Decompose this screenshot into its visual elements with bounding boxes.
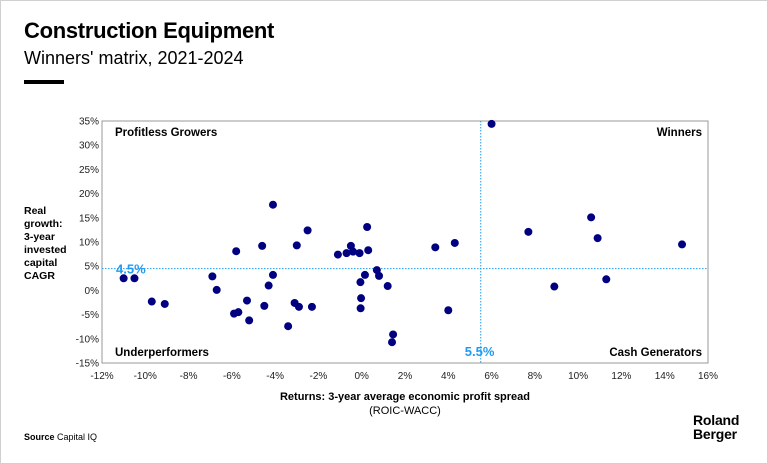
data-point [130, 274, 139, 283]
y-axis-title-line: 3-year [24, 231, 55, 243]
data-point [234, 308, 243, 317]
y-tick-label: 20% [79, 189, 99, 200]
y-tick-label: 5% [85, 262, 100, 273]
data-point [292, 241, 301, 250]
data-point [431, 243, 440, 252]
data-point [303, 226, 312, 235]
data-point [593, 234, 602, 243]
x-tick-label: -4% [266, 371, 284, 382]
x-tick-label: -6% [223, 371, 241, 382]
data-point [357, 294, 366, 303]
data-point [388, 338, 397, 347]
logo-line: Berger [693, 426, 737, 442]
quadrant-label-top-right: Winners [657, 127, 702, 139]
data-point [232, 247, 241, 256]
plot-frame [101, 120, 709, 364]
y-axis-title-line: Real [24, 205, 47, 217]
y-tick-label: 25% [79, 165, 99, 176]
x-tick-label: -8% [180, 371, 198, 382]
data-point [678, 240, 687, 249]
x-tick-label: -12% [90, 371, 113, 382]
x-tick-label: 2% [398, 371, 413, 382]
x-tick-label: -10% [134, 371, 157, 382]
x-tick-label: 14% [655, 371, 675, 382]
y-axis-title: Real growth: 3-year invested capital CAG… [24, 205, 94, 283]
data-point [389, 330, 398, 339]
x-tick-label: 6% [484, 371, 499, 382]
source-value: Capital IQ [57, 432, 98, 442]
data-point [356, 304, 365, 313]
y-axis-title-line: invested [24, 244, 67, 256]
y-tick-label: -5% [81, 310, 99, 321]
x-axis-subtitle: (ROIC-WACC) [369, 405, 441, 417]
y-tick-label: 0% [85, 286, 100, 297]
y-tick-label: -10% [76, 334, 99, 345]
y-tick-label: -15% [76, 359, 99, 370]
x-tick-label: 4% [441, 371, 456, 382]
page-subtitle: Winners' matrix, 2021-2024 [24, 48, 244, 68]
data-point [450, 238, 459, 247]
data-point [364, 246, 373, 255]
logo-line: Roland [693, 412, 740, 428]
data-point [349, 247, 358, 256]
x-axis-title: Returns: 3-year average economic profit … [279, 391, 531, 403]
data-point [487, 119, 496, 128]
source-note: Source Capital IQ [24, 432, 97, 442]
data-point [258, 241, 267, 250]
data-point [284, 322, 293, 331]
quadrant-label-bottom-right: Cash Generators [609, 347, 702, 359]
data-point [268, 200, 277, 209]
data-point [356, 278, 365, 287]
data-point [587, 213, 596, 222]
data-point [360, 270, 369, 279]
y-tick-label: 15% [79, 213, 99, 224]
data-point [375, 271, 384, 280]
data-point [208, 272, 217, 281]
data-point [307, 302, 316, 311]
data-point [333, 250, 342, 259]
data-point [243, 296, 252, 305]
quadrant-label-bottom-left: Underperformers [115, 347, 209, 359]
x-tick-label: 16% [698, 371, 718, 382]
data-point [294, 302, 303, 311]
data-point [550, 282, 559, 291]
data-point [264, 281, 273, 290]
data-point [245, 316, 254, 325]
page-title: Construction Equipment [24, 18, 275, 43]
x-threshold-label: 5.5% [465, 344, 495, 359]
data-point [147, 297, 156, 306]
data-point [524, 227, 533, 236]
roland-berger-logo: Roland Berger [693, 413, 739, 441]
data-point [602, 275, 611, 284]
data-point [119, 274, 128, 283]
y-tick-label: 10% [79, 238, 99, 249]
y-axis-title-line: capital [24, 257, 58, 269]
x-tick-label: 0% [354, 371, 369, 382]
data-point [383, 282, 392, 291]
data-point [355, 249, 364, 258]
y-tick-label: 35% [79, 117, 99, 128]
data-point [260, 301, 269, 310]
data-point [212, 285, 221, 294]
x-tick-label: 10% [568, 371, 588, 382]
data-point [268, 270, 277, 279]
title-underline [24, 80, 64, 84]
data-point [342, 249, 351, 258]
data-point [444, 306, 453, 315]
y-axis-title-line: growth: [24, 218, 63, 230]
data-point [363, 222, 372, 231]
source-label: Source [24, 432, 55, 442]
x-tick-label: 8% [528, 371, 543, 382]
y-axis-title-line: CAGR [24, 270, 55, 282]
y-tick-label: 30% [79, 141, 99, 152]
y-threshold-label: 4.5% [116, 262, 146, 277]
x-tick-label: 12% [611, 371, 631, 382]
data-point [160, 299, 169, 308]
x-tick-label: -2% [310, 371, 328, 382]
quadrant-label-top-left: Profitless Growers [115, 127, 217, 139]
